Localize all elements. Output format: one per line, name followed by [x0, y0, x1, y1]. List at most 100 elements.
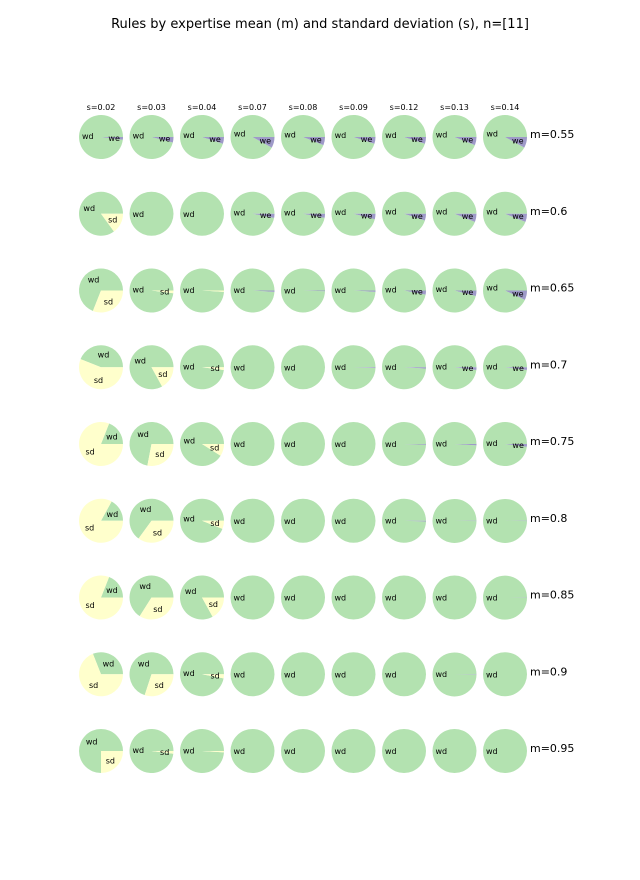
slice-label: wd [233, 594, 245, 603]
slice-label: we [512, 212, 524, 221]
pie-slice-wd [129, 498, 174, 539]
slice-label: we [310, 135, 322, 144]
pie: wd we [432, 115, 477, 160]
pie-slice-wd [331, 268, 376, 313]
pie-slice-we [303, 137, 325, 146]
pie-slice-wd [483, 652, 527, 697]
pie-slice-wd [230, 115, 275, 160]
slice-label: sd [211, 671, 220, 680]
pie: wd sd [129, 575, 174, 620]
column-label: s=0.07 [238, 103, 267, 112]
slice-label: wd [486, 517, 498, 526]
slice-label: wd [132, 210, 144, 219]
pie: wd sd [79, 652, 123, 697]
pie-slice-wd [92, 652, 123, 675]
pie-slice-wd [79, 115, 123, 160]
pie-slice-wd [382, 114, 426, 159]
pie-slice-wd [101, 423, 123, 444]
pie-slice-we [505, 444, 527, 447]
pie: wd sd [79, 575, 123, 620]
pie-slice-sd [79, 421, 123, 466]
slice-label: wd [334, 747, 346, 756]
pie-slice-wd [230, 422, 275, 466]
pie: wd [281, 345, 325, 390]
slice-label: wd [486, 593, 498, 602]
slice-label: we [361, 211, 373, 220]
pie-slice-wd [281, 268, 325, 313]
pie-slice-sd [147, 444, 174, 466]
slice-label: wd [183, 210, 195, 219]
pie-slice-wd [281, 422, 325, 466]
pie: wd [230, 652, 275, 697]
pie-slice-wd [180, 422, 224, 467]
slice-label: sd [160, 287, 169, 296]
pie-slice-we [454, 137, 477, 146]
pie-slice-wd [331, 652, 376, 697]
pie-slice-wd [129, 729, 174, 774]
slice-label: wd [486, 130, 498, 139]
pie: wd [331, 422, 376, 466]
pie: wd [382, 652, 426, 697]
pie: wd sd [129, 345, 174, 390]
slice-label: wd [183, 747, 195, 756]
pie-slice-we [353, 213, 376, 220]
slice-label: wd [138, 660, 150, 669]
slice-label: wd [385, 285, 397, 294]
pie: wd we [281, 191, 326, 236]
pie: wd we [79, 115, 124, 160]
slice-label: wd [234, 130, 246, 139]
pie-slice-sd [92, 290, 123, 313]
slice-label: wd [385, 440, 397, 449]
slice-label: wd [284, 670, 296, 679]
slice-label: we [159, 135, 171, 144]
pie: wd [382, 345, 427, 390]
pie-slice-wd [382, 729, 426, 773]
pie-slice-sd [202, 367, 225, 371]
slice-label: wd [385, 747, 397, 756]
pie-slice-sd [101, 751, 123, 773]
slice-label: wd [486, 362, 498, 371]
slice-label: wd [106, 586, 118, 595]
slice-label: wd [98, 350, 110, 359]
pie-slice-wd [483, 575, 527, 620]
pie: wd we [382, 114, 426, 159]
pie-slice-sd [202, 597, 225, 617]
pie-slice-wd [79, 268, 123, 311]
slice-label: we [260, 136, 272, 145]
pie: wd we [483, 345, 527, 390]
pie-slice-wd [180, 268, 224, 313]
slice-label: wd [284, 440, 296, 449]
pie: wd sd [79, 268, 123, 313]
pie-slice-we [252, 213, 275, 218]
column-labels: s=0.02 s=0.03 s=0.04 s=0.07 s=0.08 s=0.09 s=0.… [87, 103, 520, 112]
pie-slice-wd [483, 498, 527, 543]
pie-slice-wd [180, 652, 224, 697]
pie-slice-wd [80, 345, 124, 368]
slice-label: sd [160, 748, 169, 757]
pie: wd [432, 575, 477, 620]
slice-label: we [209, 135, 221, 144]
slice-label: wd [486, 439, 498, 448]
slice-label: we [310, 211, 322, 220]
slice-label: sd [106, 756, 115, 765]
pie-slice-sd [79, 498, 123, 543]
pie: wd [331, 268, 376, 313]
slice-label: we [512, 136, 524, 145]
slice-label: we [512, 441, 524, 450]
pie: wd sd [79, 421, 123, 466]
slice-label: wd [486, 747, 498, 756]
pie-slice-sd [79, 359, 123, 390]
slice-label: wd [436, 362, 448, 371]
pie-slice-sd [79, 653, 123, 697]
slice-label: sd [89, 681, 98, 690]
row-label: m=0.7 [530, 358, 567, 371]
pie-slice-wd [101, 577, 123, 598]
pie-slice-we [252, 290, 275, 292]
pie-slice-we [454, 444, 477, 446]
pie: wd sd [79, 498, 123, 543]
pie: wd we [483, 422, 527, 467]
pie-slice-wd [180, 345, 224, 390]
pie: wd [281, 268, 326, 313]
pie-slice-wd [129, 191, 174, 236]
slice-label: wd [183, 286, 195, 295]
